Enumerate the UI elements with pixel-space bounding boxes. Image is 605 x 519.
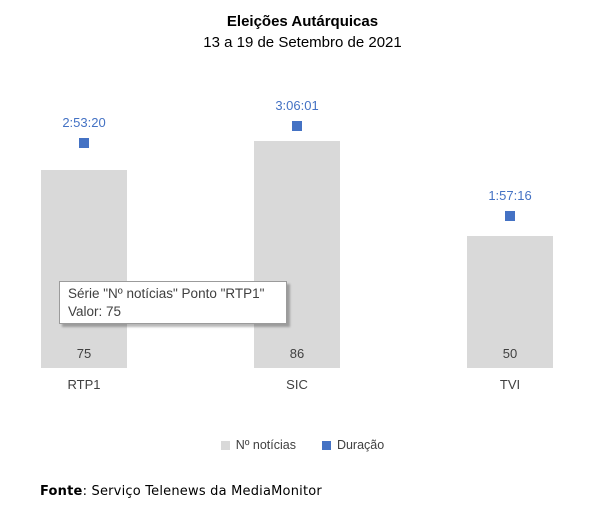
- legend-item-news[interactable]: Nº notícias: [220, 438, 296, 452]
- bar-value-label: 86: [289, 346, 305, 361]
- bar-sic[interactable]: 86: [254, 141, 340, 368]
- duration-value-label: 3:06:01: [275, 98, 319, 113]
- source-note: Fonte: Serviço Telenews da MediaMonitor: [40, 484, 322, 499]
- bar-tvi[interactable]: 50: [467, 236, 553, 368]
- duration-swatch-icon: [321, 440, 331, 450]
- category-label-tvi: TVI: [499, 377, 521, 392]
- chart-title: Eleições Autárquicas: [226, 13, 379, 30]
- tooltip-series-line: Série "Nº notícias" Ponto "RTP1": [68, 286, 265, 301]
- duration-value-label: 2:53:20: [62, 115, 106, 130]
- source-label: Fonte: [40, 484, 83, 499]
- duration-value-label: 1:57:16: [488, 188, 532, 203]
- news-swatch-icon: [220, 440, 230, 450]
- chart-legend: Nº notícias Duração: [0, 437, 605, 453]
- duration-marker-rtp1[interactable]: [79, 138, 89, 148]
- legend-news-label: Nº notícias: [235, 438, 296, 452]
- legend-duration-label: Duração: [336, 438, 385, 452]
- duration-marker-tvi[interactable]: [505, 211, 515, 221]
- category-label-sic: SIC: [286, 377, 308, 392]
- duration-marker-sic[interactable]: [292, 121, 302, 131]
- bar-value-label: 75: [76, 346, 92, 361]
- datapoint-tooltip: Série "Nº notícias" Ponto "RTP1" Valor: …: [59, 281, 287, 324]
- category-label-rtp1: RTP1: [67, 377, 101, 392]
- legend-item-duration[interactable]: Duração: [321, 438, 385, 452]
- chart-subtitle: 13 a 19 de Setembro de 2021: [203, 34, 402, 51]
- source-text: : Serviço Telenews da MediaMonitor: [82, 484, 322, 499]
- tooltip-value-line: Valor: 75: [68, 304, 122, 319]
- bar-rtp1[interactable]: 75: [41, 170, 127, 368]
- bar-value-label: 50: [502, 346, 518, 361]
